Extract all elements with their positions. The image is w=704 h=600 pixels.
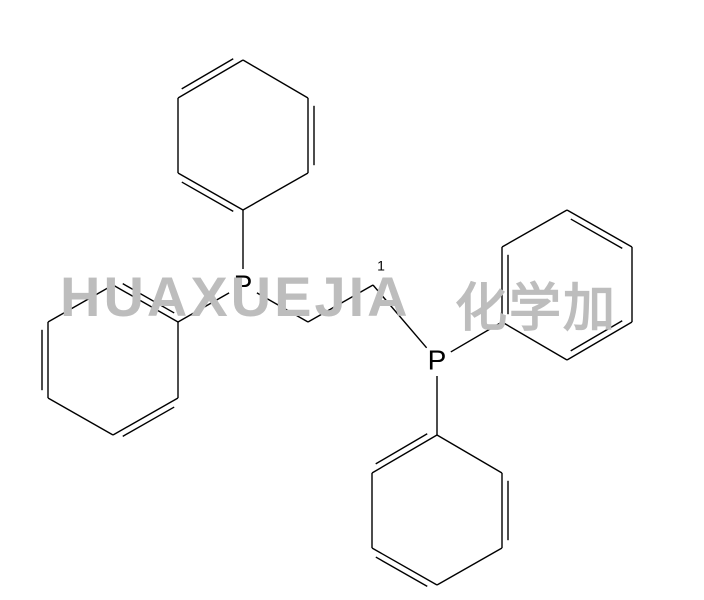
bond-line: [123, 284, 174, 313]
atom-annotation: 1: [377, 258, 385, 274]
bond-line: [243, 173, 308, 210]
bond-line: [178, 173, 243, 210]
bond-line: [178, 293, 229, 322]
bond-line: [451, 322, 502, 352]
bond-line: [257, 293, 308, 322]
bond-line: [571, 321, 623, 351]
atom-label: P: [428, 344, 447, 375]
bond-line: [113, 285, 178, 322]
bond-line: [178, 60, 243, 98]
bond-line: [437, 435, 502, 473]
bond-line: [113, 398, 178, 435]
bond-line: [376, 557, 427, 586]
bond-line: [182, 182, 233, 211]
bond-line: [567, 322, 632, 360]
bond-line: [372, 435, 437, 473]
bond-line: [48, 398, 113, 435]
bond-line: [373, 285, 427, 348]
bond-line: [502, 322, 567, 360]
bond-line: [437, 548, 502, 585]
bond-line: [567, 210, 632, 247]
bond-line: [48, 285, 113, 322]
molecule-svg: P P 1: [0, 0, 704, 600]
bond-line: [571, 219, 622, 248]
bond-line: [182, 59, 234, 89]
atom-label: P: [234, 269, 253, 300]
bond-line: [243, 60, 308, 98]
diagram-stage: PP1 HUAXUEJIA化学加: [0, 0, 704, 600]
bond-line: [376, 434, 428, 464]
bond-line: [308, 285, 373, 322]
bond-line: [372, 548, 437, 585]
bond-line: [123, 407, 174, 436]
bond-line: [502, 210, 567, 247]
